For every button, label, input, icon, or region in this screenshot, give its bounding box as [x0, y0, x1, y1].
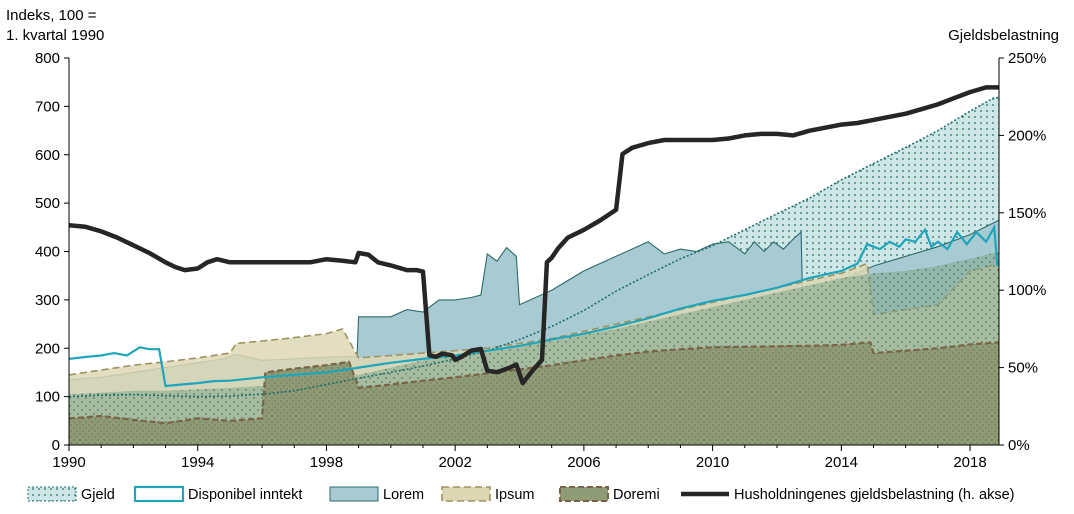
series-ipsum-line [69, 262, 999, 376]
legend-label: Gjeld [81, 487, 115, 503]
y-right-tick-label: 150% [1008, 205, 1046, 222]
legend-item-disponibel-inntekt: Disponibel inntekt [133, 485, 302, 503]
x-tick-label: 2006 [567, 454, 600, 471]
y-left-tick-label: 800 [35, 50, 60, 67]
left-axis-title-line1: Indeks, 100 = [6, 7, 97, 24]
x-tick-label: 1990 [52, 454, 85, 471]
y-left-tick-label: 300 [35, 292, 60, 309]
legend-item-gjeld: Gjeld [27, 486, 115, 503]
x-tick-label: 1994 [181, 454, 214, 471]
y-left-tick-label: 600 [35, 147, 60, 164]
legend-item-lorem: Lorem [329, 486, 424, 503]
legend-swatch [441, 486, 491, 502]
x-tick-label: 2002 [438, 454, 471, 471]
line-layers [69, 85, 999, 398]
y-left-tick-label: 500 [35, 195, 60, 212]
left-axis-title-line2: 1. kvartal 1990 [6, 27, 104, 44]
y-right-tick-label: 200% [1008, 127, 1046, 144]
x-tick-label: 2014 [825, 454, 858, 471]
y-right-tick-label: 50% [1008, 360, 1038, 377]
y-right-tick-label: 100% [1008, 282, 1046, 299]
legend-label: Ipsum [495, 487, 535, 503]
y-right-tick-label: 250% [1008, 50, 1046, 67]
x-tick-label: 2018 [953, 454, 986, 471]
y-left-tick-label: 200 [35, 340, 60, 357]
legend-swatch [559, 486, 609, 502]
legend-label: Disponibel inntekt [188, 487, 302, 503]
legend-label: Doremi [613, 487, 660, 503]
axes: 0 100 200 300 400 500 600 700 800 0% 50% 100% 150% 20… [35, 50, 1046, 471]
x-tick-label: 2010 [696, 454, 729, 471]
legend-item-ipsum: Ipsum [441, 486, 535, 503]
y-right-tick-label: 0% [1008, 437, 1030, 454]
legend-item-husholdningenes-gjeldsbelastning-h-akse: Husholdningenes gjeldsbelastning (h. aks… [681, 487, 1015, 503]
legend-swatch [133, 485, 185, 503]
y-left-tick-label: 700 [35, 98, 60, 115]
area-layers [69, 97, 999, 445]
y-left-tick-label: 100 [35, 389, 60, 406]
series-doremi-dots [69, 342, 999, 445]
series-gjeldsbelastning-line [69, 85, 999, 386]
series-gjeld-line [69, 96, 999, 398]
right-axis-title: Gjeldsbelastning [948, 27, 1059, 44]
legend-label: Lorem [383, 487, 424, 503]
legend-item-doremi: Doremi [559, 486, 660, 503]
x-tick-label: 1998 [310, 454, 343, 471]
legend: Gjeld Disponibel inntekt Lorem Ipsum Doremi H… [27, 485, 1015, 503]
y-left-tick-label: 0 [52, 437, 60, 454]
legend-swatch [329, 486, 379, 502]
legend-swatch-dots [27, 486, 77, 502]
y-left-tick-label: 400 [35, 244, 60, 261]
legend-label: Husholdningenes gjeldsbelastning (h. aks… [734, 487, 1015, 503]
series-disponibel-inntekt-line [69, 223, 999, 388]
